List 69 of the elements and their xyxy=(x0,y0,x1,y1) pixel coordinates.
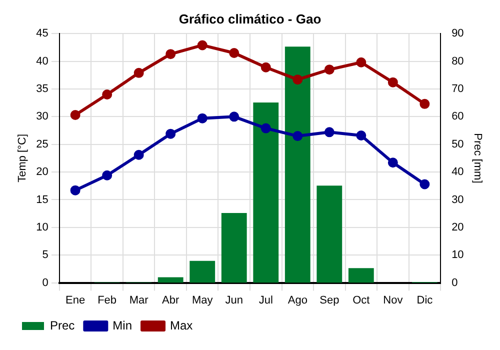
point xyxy=(70,185,80,196)
point xyxy=(102,90,112,100)
point xyxy=(229,112,240,122)
y2-axis-title: Prec [mm] xyxy=(471,133,484,184)
x-tick-label: Nov xyxy=(383,294,404,306)
point xyxy=(292,131,303,142)
y2-tick-label: 10 xyxy=(452,249,464,262)
x-tick-label: Jul xyxy=(258,294,273,306)
x-tick-label: Ago xyxy=(288,294,308,306)
y-tick-label: 5 xyxy=(42,249,48,262)
point xyxy=(166,128,176,139)
y2-tick-label: 60 xyxy=(452,110,464,123)
y2-tick-label: 40 xyxy=(452,166,464,178)
y2-tick-label: 90 xyxy=(452,28,464,40)
x-tick-label: Abr xyxy=(162,294,180,306)
y2-tick-label: 20 xyxy=(452,221,464,234)
legend-label: Prec xyxy=(50,318,75,332)
x-tick-label: Mar xyxy=(129,294,149,306)
point xyxy=(197,40,208,50)
x-tick-label: Sep xyxy=(320,294,340,306)
y-tick-label: 15 xyxy=(36,194,48,206)
y-tick-label: 10 xyxy=(36,221,48,234)
point xyxy=(70,110,80,120)
legend-label: Min xyxy=(112,318,132,332)
chart-title: Gráfico climático - Gao xyxy=(178,11,322,26)
point xyxy=(420,98,430,109)
point xyxy=(388,158,398,168)
point xyxy=(102,170,112,180)
bar xyxy=(316,186,342,283)
y2-tick-label: 50 xyxy=(452,138,464,150)
bar xyxy=(348,268,374,283)
y2-tick-label: 30 xyxy=(452,194,464,206)
legend-label: Max xyxy=(170,318,193,332)
y-tick-label: 35 xyxy=(36,83,48,96)
point xyxy=(292,74,303,85)
x-tick-label: Jun xyxy=(225,294,243,306)
point xyxy=(324,127,334,138)
bar xyxy=(221,213,247,283)
point xyxy=(356,57,366,68)
y-axis-title: Temp [°C] xyxy=(16,134,29,182)
point xyxy=(166,49,176,60)
y-tick-label: 30 xyxy=(36,110,48,123)
y2-tick-label: 80 xyxy=(452,55,464,68)
x-tick-label: May xyxy=(192,294,214,306)
bar xyxy=(253,102,279,283)
point xyxy=(388,77,398,88)
y2-tick-label: 70 xyxy=(452,83,464,96)
point xyxy=(197,113,208,124)
point xyxy=(324,64,334,75)
point xyxy=(229,48,240,58)
y-tick-label: 40 xyxy=(36,55,48,68)
x-tick-label: Feb xyxy=(98,294,117,306)
x-tick-label: Dic xyxy=(416,294,434,306)
y-tick-label: 25 xyxy=(36,138,48,150)
y-tick-label: 20 xyxy=(36,166,48,178)
bar xyxy=(284,46,310,283)
y-tick-label: 0 xyxy=(42,276,48,289)
point xyxy=(134,68,144,78)
y2-tick-label: 0 xyxy=(452,276,458,289)
point xyxy=(260,62,271,72)
x-tick-label: Ene xyxy=(66,294,86,306)
point xyxy=(420,179,430,190)
point xyxy=(260,123,271,134)
point xyxy=(134,150,144,160)
y-tick-label: 45 xyxy=(36,28,48,40)
bar xyxy=(190,260,216,283)
point xyxy=(356,130,366,140)
bar xyxy=(158,277,184,283)
x-tick-label: Oct xyxy=(352,294,370,306)
